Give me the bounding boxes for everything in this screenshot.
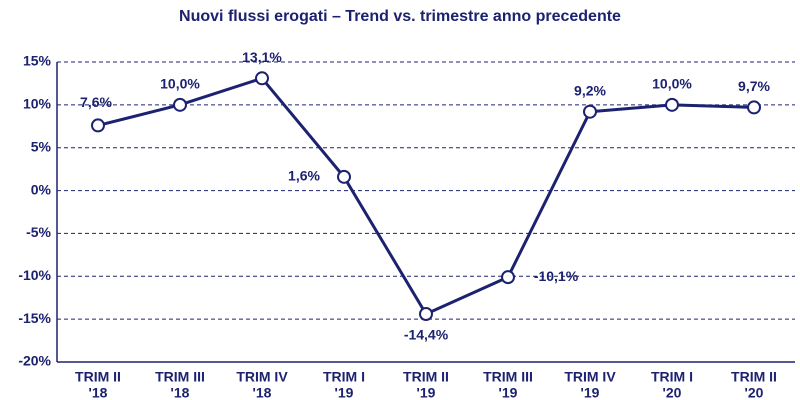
x-tick-label: '18 — [253, 385, 272, 400]
x-tick-label: '18 — [171, 385, 190, 400]
y-tick-label: -10% — [18, 267, 51, 283]
x-tick-label: TRIM IV — [564, 369, 616, 385]
x-tick-label: '19 — [581, 385, 600, 400]
x-tick-label: TRIM II — [75, 369, 121, 385]
data-label: 10,0% — [160, 76, 200, 92]
x-tick-label: TRIM II — [403, 369, 449, 385]
chart-title: Nuovi flussi erogati – Trend vs. trimest… — [179, 8, 621, 25]
marker — [173, 97, 187, 112]
y-tick-label: -15% — [18, 310, 51, 326]
data-label: -10,1% — [534, 268, 579, 284]
y-tick-label: 15% — [23, 53, 52, 69]
x-tick-label: TRIM IV — [236, 369, 288, 385]
marker — [747, 100, 761, 115]
x-tick-label: TRIM III — [483, 369, 533, 385]
x-tick-label: '20 — [663, 385, 682, 400]
x-tick-label: '19 — [335, 385, 354, 400]
marker — [337, 169, 351, 184]
marker — [255, 71, 269, 86]
y-tick-label: -5% — [26, 224, 51, 240]
x-tick-label: TRIM II — [731, 369, 777, 385]
marker — [419, 307, 433, 321]
data-label: 13,1% — [242, 49, 282, 65]
y-tick-label: -20% — [18, 353, 51, 369]
data-label: 1,6% — [288, 168, 320, 184]
x-tick-label: TRIM III — [155, 369, 205, 385]
marker — [91, 118, 105, 133]
y-tick-label: 0% — [31, 181, 52, 197]
x-tick-label: '19 — [499, 385, 518, 400]
marker — [501, 270, 515, 285]
data-label: -14,4% — [404, 327, 449, 343]
data-label: 10,0% — [652, 76, 692, 92]
data-label: 9,2% — [574, 82, 606, 98]
x-tick-label: '18 — [89, 385, 108, 400]
x-tick-label: '19 — [417, 385, 436, 400]
marker — [583, 104, 597, 119]
x-tick-label: TRIM I — [323, 369, 365, 385]
x-tick-label: TRIM I — [651, 369, 693, 385]
line — [97, 76, 755, 316]
x-tick-label: '20 — [745, 385, 764, 400]
data-label: 9,7% — [738, 78, 770, 94]
y-tick-label: 5% — [31, 138, 52, 154]
data-label: 7,6% — [80, 94, 112, 110]
y-tick-label: 10% — [23, 96, 52, 112]
marker — [665, 97, 679, 112]
